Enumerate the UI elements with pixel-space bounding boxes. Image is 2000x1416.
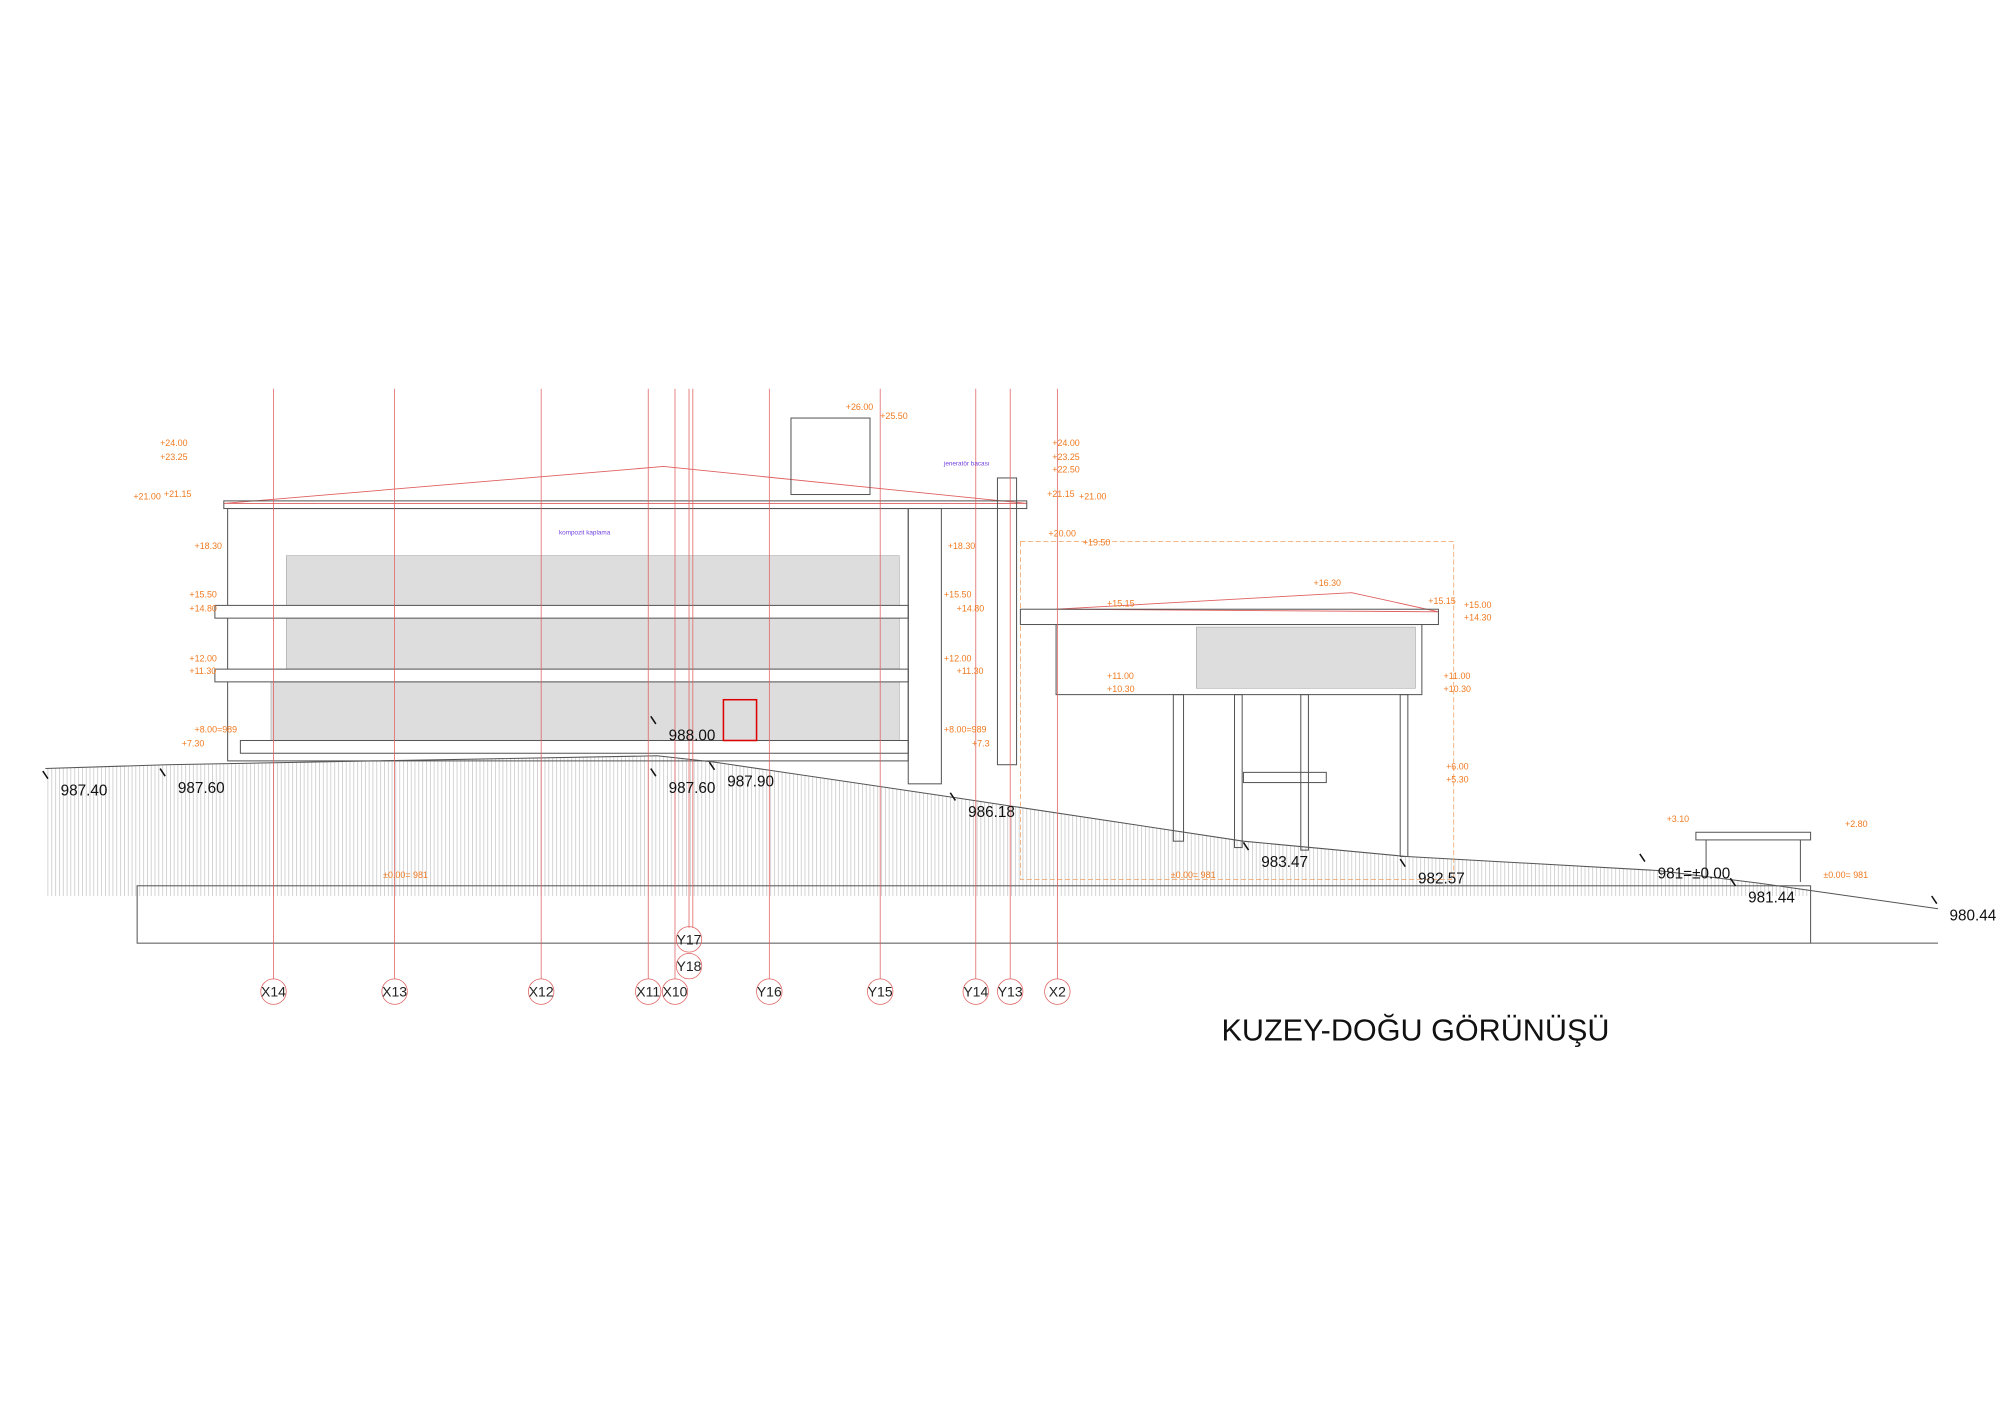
ground-elevation: 980.44 — [1950, 907, 1997, 924]
ground-elevation: 988.00 — [669, 728, 716, 745]
level-mark: +14.80 — [957, 604, 985, 614]
grid-axis-label: X14 — [261, 984, 286, 1000]
level-mark: +20.00 — [1048, 528, 1076, 538]
level-mark: ±0.00= 981 — [383, 870, 428, 880]
grid-axis-label: Y14 — [963, 984, 988, 1000]
grid-axis-bubble — [867, 978, 894, 1005]
grid-axis-bubble — [528, 978, 555, 1005]
level-mark: +23.25 — [160, 452, 188, 462]
grid-axis-bubble — [675, 926, 703, 953]
ground-elevation: 987.90 — [727, 774, 774, 791]
level-mark: +25.50 — [880, 411, 908, 421]
level-mark: +26.00 — [846, 402, 874, 412]
elevation-marker — [708, 761, 716, 771]
grid-axis-label: X2 — [1049, 984, 1066, 1000]
elevation-marker — [1242, 842, 1250, 851]
level-mark: +11.30 — [957, 666, 984, 676]
level-mark: +3.10 — [1667, 814, 1690, 824]
grid-axis-bubble — [661, 978, 689, 1005]
level-mark: +14.30 — [1464, 613, 1492, 623]
level-mark: +12.00 — [189, 653, 217, 663]
grid-axis-label: Y15 — [868, 984, 893, 1000]
level-mark: +6.00 — [1446, 762, 1469, 772]
grid-axis-label: X10 — [663, 984, 688, 1000]
level-mark: +11.00 — [1107, 671, 1134, 681]
level-mark: +24.00 — [1052, 438, 1080, 448]
level-mark: +22.50 — [1052, 465, 1080, 475]
grid-axis-label: X13 — [382, 984, 407, 1000]
level-mark: +11.00 — [1444, 671, 1471, 681]
elevation-marker — [42, 770, 49, 780]
grid-axis-label: X11 — [636, 984, 660, 1000]
side-building — [1019, 541, 1812, 882]
level-mark: +21.15 — [164, 489, 192, 499]
grid-axis-bubble — [1044, 978, 1071, 1005]
level-mark: +11.30 — [189, 666, 216, 676]
level-mark: +14.80 — [189, 604, 217, 614]
level-mark: +8.00=989 — [194, 725, 237, 735]
grid-axis-label: Y17 — [677, 931, 702, 947]
grid-axis-bubble — [997, 978, 1024, 1005]
level-mark: +21.00 — [1079, 491, 1107, 501]
level-mark: +18.30 — [948, 541, 976, 551]
level-mark: +24.00 — [160, 438, 188, 448]
level-mark: ±0.00= 981 — [1823, 870, 1868, 880]
level-mark: +15.50 — [189, 590, 217, 600]
elevation-marker — [949, 792, 957, 801]
ground-elevation: 981=±0.00 — [1658, 865, 1731, 882]
grid-axis-label: Y16 — [757, 984, 782, 1000]
level-mark: +19.50 — [1083, 537, 1111, 547]
main-building — [214, 417, 1028, 785]
level-mark: +10.30 — [1107, 684, 1135, 694]
level-mark: +18.30 — [194, 541, 222, 551]
elevation-marker — [1729, 877, 1737, 887]
level-mark: +8.00=989 — [944, 725, 987, 735]
ground-elevation: 983.47 — [1261, 854, 1308, 871]
grid-axis-bubble — [635, 978, 662, 1005]
grid-axis-label: Y13 — [998, 984, 1023, 1000]
level-mark: +15.15 — [1107, 598, 1135, 608]
elevation-marker — [1399, 858, 1406, 868]
grid-axis-bubble — [381, 978, 408, 1005]
ground-elevation: 987.60 — [669, 780, 716, 797]
ground-elevation: 987.60 — [178, 780, 225, 797]
level-mark: +7.3 — [972, 739, 990, 749]
ground-elevation: 982.57 — [1418, 870, 1465, 887]
grid-axis-bubble — [675, 952, 703, 980]
ground-elevation: 987.40 — [61, 783, 108, 800]
elevation-marker — [159, 768, 166, 777]
annotation: jeneratör bacası — [943, 461, 990, 468]
level-mark: ±0.00= 981 — [1171, 870, 1216, 880]
elevation-marker — [1931, 895, 1938, 905]
grid-axis-bubble — [962, 978, 989, 1005]
level-mark: +21.00 — [133, 491, 161, 501]
level-mark: +7.30 — [182, 739, 205, 749]
level-mark: +15.50 — [944, 590, 972, 600]
level-mark: +21.15 — [1047, 489, 1075, 499]
elevation-marker — [650, 768, 657, 777]
grid-axis-bubble — [756, 978, 783, 1005]
level-mark: +16.30 — [1314, 578, 1342, 588]
level-mark: +15.15 — [1428, 596, 1456, 606]
level-mark: +5.30 — [1446, 774, 1469, 784]
grid-axis-label: Y18 — [677, 958, 702, 974]
elevation-marker — [650, 715, 657, 725]
level-mark: +23.25 — [1052, 452, 1080, 462]
drawing-title: KUZEY-DOĞU GÖRÜNÜŞÜ — [1222, 1012, 1610, 1047]
grid-axis-bubble — [260, 978, 287, 1005]
level-mark: +2.80 — [1845, 819, 1868, 829]
level-mark: +12.00 — [944, 653, 972, 663]
grid-axis-label: X12 — [529, 984, 554, 1000]
ground-elevation: 981.44 — [1748, 890, 1795, 907]
level-mark: +15.00 — [1464, 600, 1492, 610]
annotation: kompozit kaplama — [559, 529, 611, 536]
level-mark: +10.30 — [1444, 684, 1472, 694]
terrain — [45, 755, 1939, 944]
ground-elevation: 986.18 — [968, 804, 1015, 821]
elevation-marker — [1639, 853, 1646, 863]
